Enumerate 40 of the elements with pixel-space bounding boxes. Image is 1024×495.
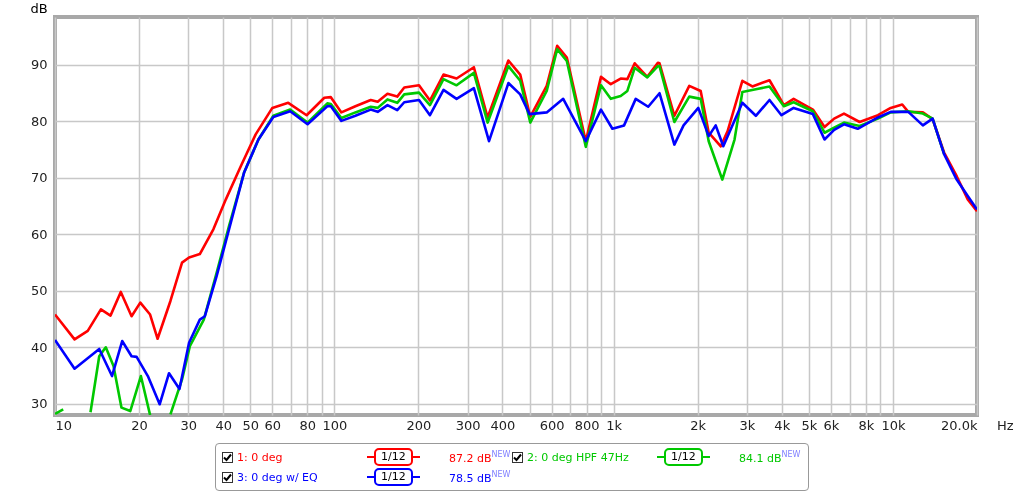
x-tick-label: 50 xyxy=(242,417,259,433)
x-tick-label: 40 xyxy=(215,417,232,433)
x-tick-label: 100 xyxy=(322,417,348,433)
y-tick-label: 80 xyxy=(30,113,48,129)
text: 1: 0 deg xyxy=(237,450,284,464)
y-tick-label: 40 xyxy=(30,339,48,355)
y-tick-label: 70 xyxy=(30,170,48,186)
x-tick-label: 60 xyxy=(264,417,282,433)
x-tick-label: 10k xyxy=(881,417,906,433)
x-tick-label: 200 xyxy=(406,417,432,433)
text: 84.1 dB$^{NEW}$ xyxy=(739,449,801,465)
y-axis-title: dB xyxy=(30,0,48,16)
x-axis-title: Hz xyxy=(997,418,1014,433)
x-tick-label: 2k xyxy=(690,417,707,433)
x-tick-label: 30 xyxy=(180,417,198,433)
text: 2: 0 deg HPF 47Hz xyxy=(527,450,630,464)
x-tick-label: 10 xyxy=(55,417,73,433)
x-tick-label: 400 xyxy=(490,417,516,433)
y-tick-label: 60 xyxy=(30,226,48,242)
y-tick-label: 90 xyxy=(30,57,48,73)
x-tick-label: 8k xyxy=(858,417,875,433)
x-tick-label: 3k xyxy=(739,417,756,433)
text: 1/12 xyxy=(664,448,703,466)
x-tick-label: 1k xyxy=(606,417,623,433)
text: 1/12 xyxy=(374,468,413,486)
text: 1/12 xyxy=(374,448,413,466)
x-tick-label: 4k xyxy=(774,417,791,433)
x-tick-label: 20.0k xyxy=(941,417,978,433)
x-tick-label: 20 xyxy=(131,417,148,433)
x-tick-label: 600 xyxy=(539,417,565,433)
text: 87.2 dB$^{NEW}$ xyxy=(449,449,511,465)
text: 3: 0 deg w/ EQ xyxy=(237,470,319,484)
x-tick-label: 300 xyxy=(455,417,481,433)
y-tick-label: 30 xyxy=(30,396,48,412)
x-tick-label: 80 xyxy=(299,417,317,433)
x-tick-label: 800 xyxy=(574,417,600,433)
y-tick-label: 50 xyxy=(30,283,48,299)
text: 78.5 dB$^{NEW}$ xyxy=(449,469,511,485)
x-tick-label: 5k xyxy=(801,417,818,433)
x-tick-label: 6k xyxy=(823,417,840,433)
